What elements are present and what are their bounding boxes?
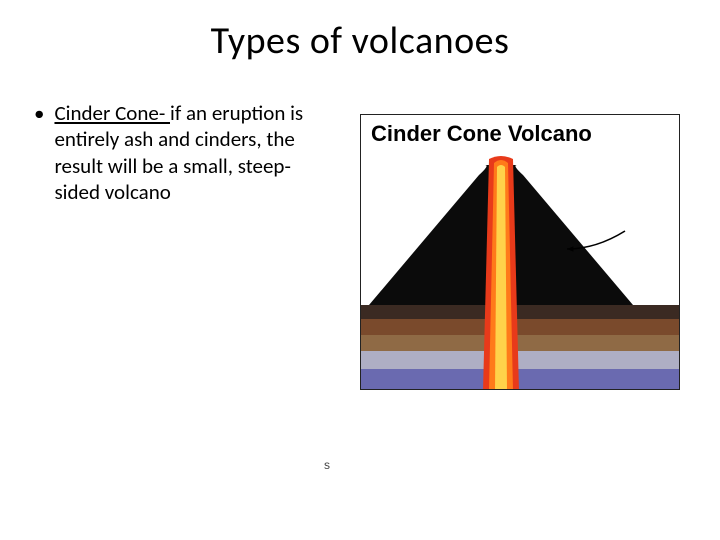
bullet-term: Cinder Cone- [54,100,170,126]
figure-column: Cinder Cone Volcano Cinders s [338,100,702,390]
bullet-column: • Cinder Cone- if an eruption is entirel… [28,100,338,390]
figure-frame: Cinder Cone Volcano Cinders [360,114,680,390]
bullet-item: • Cinder Cone- if an eruption is entirel… [28,100,322,205]
partial-cutoff-label: s [324,458,330,472]
volcano-diagram [361,153,680,390]
page-title: Types of volcanoes [0,0,720,64]
content-row: • Cinder Cone- if an eruption is entirel… [0,64,720,390]
bullet-dot-icon: • [34,100,44,205]
figure-title: Cinder Cone Volcano [371,121,592,147]
bullet-text: Cinder Cone- if an eruption is entirely … [54,100,322,205]
